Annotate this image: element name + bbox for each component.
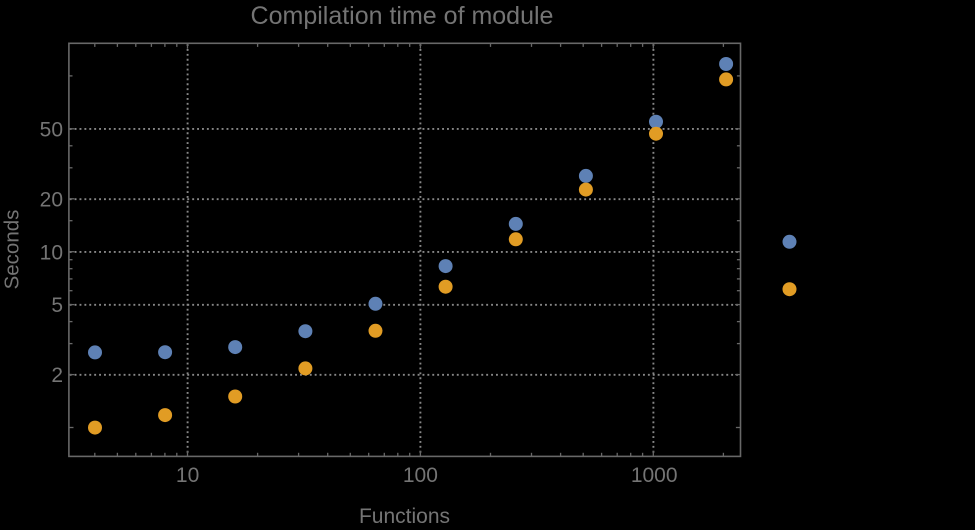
svg-text:Functions: Functions (359, 505, 450, 525)
svg-text:10: 10 (40, 241, 63, 264)
svg-text:10: 10 (176, 464, 199, 487)
svg-text:Seconds: Seconds (1, 210, 24, 290)
svg-text:Compilation time of module: Compilation time of module (251, 2, 554, 30)
svg-text:1000: 1000 (631, 464, 678, 487)
svg-text:2: 2 (51, 364, 63, 387)
svg-text:100: 100 (403, 464, 438, 487)
svg-text:50: 50 (40, 118, 63, 141)
svg-text:5: 5 (51, 294, 63, 317)
svg-text:20: 20 (40, 189, 63, 212)
